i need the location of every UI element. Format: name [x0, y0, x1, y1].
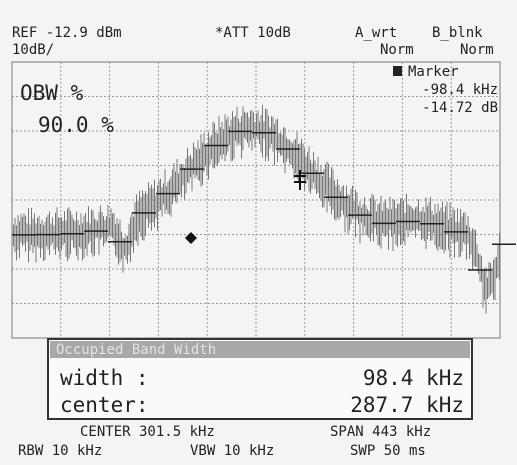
trace-a-mode: A_wrt — [355, 25, 397, 41]
trace-b-mode: B_blnk — [432, 25, 483, 41]
marker-level: -14.72 dB — [422, 100, 498, 116]
sweep-time: SWP 50 ms — [350, 443, 426, 459]
trace — [11, 105, 516, 314]
width-value: 98.4 kHz — [363, 366, 464, 390]
center-value: 287.7 kHz — [350, 393, 464, 417]
marker-label: Marker — [408, 64, 459, 80]
scale: 10dB/ — [12, 42, 54, 58]
center-freq: CENTER 301.5 kHz — [80, 424, 215, 440]
obw-label: OBW % — [20, 81, 84, 105]
ref-level: REF -12.9 dBm — [12, 25, 122, 41]
marker-freq: -98.4 kHz — [422, 82, 498, 98]
trace-average — [12, 130, 516, 271]
detector-b: Norm — [460, 42, 494, 58]
center-label: center: — [60, 393, 149, 417]
marker-delta — [294, 170, 306, 190]
detector-a: Norm — [380, 42, 414, 58]
attenuation: *ATT 10dB — [215, 25, 291, 41]
marker-diamond — [185, 232, 197, 244]
obw-value: 90.0 % — [38, 113, 114, 137]
vbw: VBW 10 kHz — [190, 443, 274, 459]
width-label: width : — [60, 366, 149, 390]
result-title-bar — [50, 341, 470, 358]
result-title: Occupied Band Width — [56, 342, 216, 358]
span: SPAN 443 kHz — [330, 424, 431, 440]
rbw: RBW 10 kHz — [18, 443, 102, 459]
delta-icon — [393, 66, 402, 76]
